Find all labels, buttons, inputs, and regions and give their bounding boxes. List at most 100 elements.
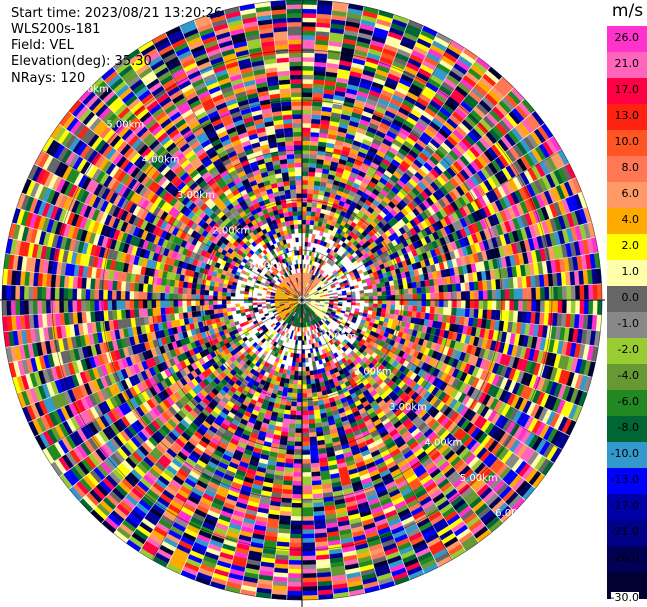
range-gate [311,471,321,477]
range-gate [531,299,537,312]
range-gate [372,303,378,308]
range-gate [385,308,391,314]
range-gate [297,375,303,381]
range-gate [434,306,440,315]
range-gate [308,228,314,234]
range-gate [434,299,440,307]
range-gate [301,224,306,229]
range-gate [296,410,303,416]
range-gate [416,287,422,294]
range-gate [363,306,369,311]
range-gate [302,388,308,394]
range-gate [442,284,449,293]
range-gate [286,449,295,455]
range-gate [302,542,316,548]
range-gate [310,215,316,221]
range-gate [309,158,317,164]
range-gate [430,299,436,307]
range-gate [302,595,318,601]
range-gate [292,388,298,394]
range-gate [377,303,383,309]
range-gate [302,450,311,456]
range-gate [302,573,317,579]
range-gate [301,65,314,71]
range-gate [469,290,475,300]
range-gate [310,123,321,129]
range-gate [304,250,308,256]
range-gate [302,502,314,508]
range-gate [487,289,493,300]
range-gate [583,284,589,300]
range-gate [302,463,311,469]
range-gate [293,463,303,469]
range-gate [429,306,435,314]
range-gate [302,581,318,587]
range-gate [284,462,294,469]
range-gate [292,485,303,491]
range-gate [465,299,471,309]
range-gate [301,171,309,177]
range-gate [513,288,519,300]
range-gate [518,288,524,300]
range-gate [301,193,308,199]
range-gate [301,70,314,76]
range-gate [302,384,307,390]
range-gate [311,480,322,486]
range-gate [302,428,310,434]
range-gate [355,290,361,295]
range-gate [373,299,378,304]
range-gate [301,83,313,89]
range-gate [289,414,297,420]
range-gate [394,284,400,291]
range-gate [309,140,319,147]
range-gate [306,388,312,394]
range-gate [456,291,462,300]
range-gate [302,353,306,359]
range-gate [301,180,309,185]
range-gate [434,285,440,293]
range-gate [305,224,310,230]
range-gate [301,136,311,141]
range-gate [381,295,387,300]
range-gate [464,282,471,292]
range-gate [301,17,317,23]
range-gate [438,307,444,315]
range-gate [302,415,309,420]
range-gate [290,405,297,412]
range-gate [486,279,492,290]
range-gate [425,286,431,294]
range-gate [373,295,378,300]
range-gate [290,366,296,372]
range-gate [301,158,310,163]
range-gate [301,96,313,102]
range-gate [288,559,303,565]
range-gate [504,299,510,311]
range-gate [329,296,335,299]
range-gate [302,555,316,561]
range-gate [301,228,306,234]
range-gate [477,309,484,319]
range-gate [287,586,303,592]
range-gate [305,228,310,234]
ppi-plot: 1.00km1.00km2.00km2.00km3.00km3.00km4.00… [0,0,605,607]
range-gate [305,366,310,372]
range-gate [307,184,314,190]
range-gate [597,299,603,315]
range-gate [290,370,295,376]
range-gate [403,288,409,295]
range-gate [303,335,307,341]
range-gate [465,291,471,300]
range-gate [309,374,315,380]
range-gate [403,299,409,306]
range-gate [301,48,315,54]
range-gate [296,406,303,412]
range-gate [304,344,308,350]
range-gate [302,358,306,363]
range-gate [491,289,497,300]
range-gate [575,285,581,300]
range-gate [301,219,307,225]
range-gate [289,419,296,425]
range-gate [308,233,313,239]
range-gate [291,361,296,367]
range-gate [346,302,352,306]
